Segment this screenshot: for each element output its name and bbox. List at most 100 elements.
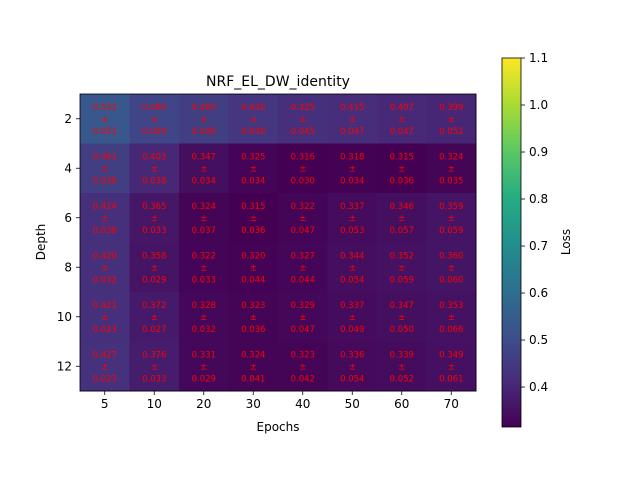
cell-value: 0.415 <box>340 103 364 113</box>
heatmap-cell <box>278 193 328 243</box>
x-tick-label: 60 <box>394 397 409 411</box>
heatmap-cell <box>426 242 477 293</box>
cell-error: 0.038 <box>142 176 166 186</box>
cell-error: 0.036 <box>390 176 414 186</box>
cell-value: 0.420 <box>93 251 117 261</box>
heatmap-cell <box>327 193 378 243</box>
cell-value: 0.399 <box>439 103 463 113</box>
x-tick-label: 20 <box>196 397 211 411</box>
cell-pm: ± <box>151 164 158 174</box>
cell-pm: ± <box>299 313 306 323</box>
cell-value: 0.336 <box>340 350 364 360</box>
cell-value: 0.315 <box>241 202 265 212</box>
cell-pm: ± <box>448 214 455 224</box>
heatmap-cell <box>278 341 328 392</box>
cell-pm: ± <box>448 313 455 323</box>
y-tick-label: 10 <box>57 310 72 324</box>
colorbar-tick-label: 0.4 <box>529 380 548 394</box>
heatmap-cell <box>327 94 378 144</box>
heatmap-cell <box>129 341 180 392</box>
colorbar-tick-label: 0.8 <box>529 192 548 206</box>
cell-error: 0.036 <box>241 325 265 335</box>
cell-error: 0.034 <box>192 176 216 186</box>
cell-pm: ± <box>200 115 207 125</box>
heatmap-cell <box>179 94 229 144</box>
heatmap-cells <box>80 94 477 392</box>
cell-value: 0.316 <box>291 152 315 162</box>
heatmap-cell <box>80 193 130 243</box>
cell-error: 0.054 <box>340 374 364 384</box>
cell-error: 0.034 <box>340 176 364 186</box>
cell-pm: ± <box>101 164 108 174</box>
cell-value: 0.325 <box>241 152 265 162</box>
cell-error: 0.053 <box>340 226 364 236</box>
cell-error: 0.052 <box>439 127 463 137</box>
y-axis-label: Depth <box>34 224 48 261</box>
heatmap-cell <box>80 341 130 392</box>
cell-error: 0.066 <box>439 325 463 335</box>
heatmap-cell <box>80 292 130 342</box>
cell-pm: ± <box>250 115 257 125</box>
cell-pm: ± <box>101 214 108 224</box>
cell-value: 0.360 <box>439 251 463 261</box>
colorbar-tick-label: 1.0 <box>529 98 548 112</box>
cell-error: 0.041 <box>241 374 265 384</box>
cell-pm: ± <box>349 313 356 323</box>
cell-pm: ± <box>349 362 356 372</box>
cell-error: 0.029 <box>192 374 216 384</box>
heatmap-cell <box>179 193 229 243</box>
cell-error: 0.049 <box>340 325 364 335</box>
heatmap-cell <box>179 143 229 194</box>
cell-value: 0.324 <box>192 202 216 212</box>
colorbar-tick-label: 1.1 <box>529 51 548 65</box>
cell-value: 0.344 <box>340 251 364 261</box>
cell-value: 0.324 <box>439 152 463 162</box>
cell-value: 0.365 <box>142 202 166 212</box>
chart-title: NRF_EL_DW_identity <box>206 74 350 90</box>
cell-value: 0.376 <box>142 350 166 360</box>
heatmap-cell <box>80 94 130 144</box>
cell-value: 0.337 <box>340 301 364 311</box>
x-tick-label: 30 <box>246 397 261 411</box>
heatmap-cell <box>228 242 279 293</box>
cell-value: 0.424 <box>93 202 117 212</box>
cell-pm: ± <box>299 115 306 125</box>
heatmap-cell <box>377 94 427 144</box>
cell-pm: ± <box>398 362 405 372</box>
cell-value: 0.349 <box>439 350 463 360</box>
cell-pm: ± <box>448 164 455 174</box>
cell-error: 0.047 <box>291 226 315 236</box>
cell-pm: ± <box>151 115 158 125</box>
cell-pm: ± <box>448 362 455 372</box>
cell-pm: ± <box>250 362 257 372</box>
heatmap-cell <box>129 292 180 342</box>
cell-value: 0.324 <box>241 350 265 360</box>
cell-error: 0.029 <box>142 275 166 285</box>
cell-error: 0.049 <box>241 127 265 137</box>
cell-error: 0.030 <box>291 176 315 186</box>
cell-pm: ± <box>101 313 108 323</box>
cell-value: 0.328 <box>192 301 216 311</box>
cell-annotations: 0.531 ±0.051 0.480 ±0.049 0.460 ±0.046 0.440 ±0… <box>93 103 464 385</box>
cell-error: 0.050 <box>390 325 414 335</box>
cell-value: 0.322 <box>291 202 315 212</box>
heatmap-cell <box>377 143 427 194</box>
cell-pm: ± <box>101 263 108 273</box>
cell-pm: ± <box>398 164 405 174</box>
cell-value: 0.347 <box>192 152 216 162</box>
cell-value: 0.421 <box>93 301 117 311</box>
heatmap-cell <box>426 193 477 243</box>
cell-error: 0.059 <box>439 226 463 236</box>
cell-pm: ± <box>398 313 405 323</box>
cell-error: 0.061 <box>439 374 463 384</box>
cell-error: 0.044 <box>241 275 265 285</box>
cell-pm: ± <box>151 263 158 273</box>
cell-value: 0.403 <box>142 152 166 162</box>
cell-error: 0.033 <box>142 226 166 236</box>
cell-error: 0.047 <box>390 127 414 137</box>
y-tick-label: 6 <box>64 211 72 225</box>
heatmap-cell <box>327 341 378 392</box>
cell-pm: ± <box>250 214 257 224</box>
cell-error: 0.027 <box>142 325 166 335</box>
cell-pm: ± <box>349 164 356 174</box>
